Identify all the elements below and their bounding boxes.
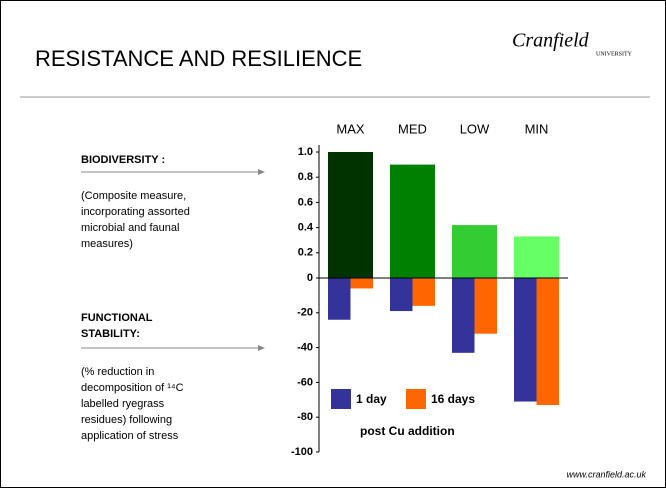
category-label: MIN (525, 121, 549, 136)
bar (474, 278, 497, 334)
description: measures) (81, 238, 133, 250)
logo: Cranfield (512, 30, 590, 52)
bar (452, 278, 475, 353)
description: residues) following (81, 414, 172, 426)
category-label: MED (398, 121, 427, 136)
description: incorporating assorted (81, 206, 190, 218)
bar (412, 278, 435, 306)
slide-title: RESISTANCE AND RESILIENCE (35, 46, 362, 71)
annotation: post Cu addition (360, 424, 455, 438)
y-tick-label: -20 (297, 307, 313, 319)
category-label: LOW (460, 121, 490, 136)
heading: BIODIVERSITY : (81, 154, 165, 166)
y-tick-label: 0 (307, 272, 313, 284)
description: microbial and faunal (81, 222, 179, 234)
bar (350, 278, 373, 289)
y-tick-label: 0.4 (298, 222, 314, 234)
legend-swatch (406, 389, 426, 409)
y-tick-label: 1.0 (298, 146, 313, 158)
bar (536, 278, 559, 406)
legend-label: 16 days (431, 392, 475, 406)
arrow-head (258, 345, 265, 351)
arrow-head (258, 169, 265, 175)
footer: www.cranfield.ac.uk (566, 469, 646, 479)
bar (514, 236, 559, 278)
bar (328, 278, 351, 320)
legend-label: 1 day (356, 392, 387, 406)
description: (Composite measure, (81, 190, 186, 202)
y-tick-label: -60 (297, 376, 313, 388)
heading: STABILITY: (81, 328, 140, 340)
y-tick-label: -100 (291, 446, 313, 458)
y-tick-label: 0.2 (298, 247, 313, 259)
logo-sub: UNIVERSITY (596, 51, 633, 57)
legend-swatch (331, 389, 351, 409)
description: application of stress (81, 430, 179, 442)
y-tick-label: 0.8 (298, 171, 313, 183)
y-tick-label: -80 (297, 411, 313, 423)
bar (390, 278, 413, 312)
bar (390, 164, 435, 278)
bar (514, 278, 537, 402)
description: (% reduction in (81, 366, 154, 378)
description: decomposition of ¹⁴C (81, 382, 184, 394)
description: labelled ryegrass (81, 398, 165, 410)
heading: FUNCTIONAL (81, 312, 153, 324)
y-tick-label: -40 (297, 342, 313, 354)
y-tick-label: 0.6 (298, 196, 313, 208)
bar (328, 152, 373, 278)
bar (452, 225, 497, 278)
category-label: MAX (336, 121, 365, 136)
